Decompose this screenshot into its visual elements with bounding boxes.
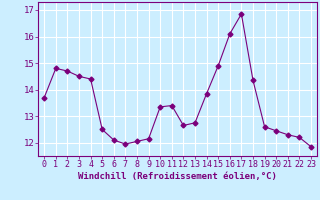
X-axis label: Windchill (Refroidissement éolien,°C): Windchill (Refroidissement éolien,°C) <box>78 172 277 181</box>
